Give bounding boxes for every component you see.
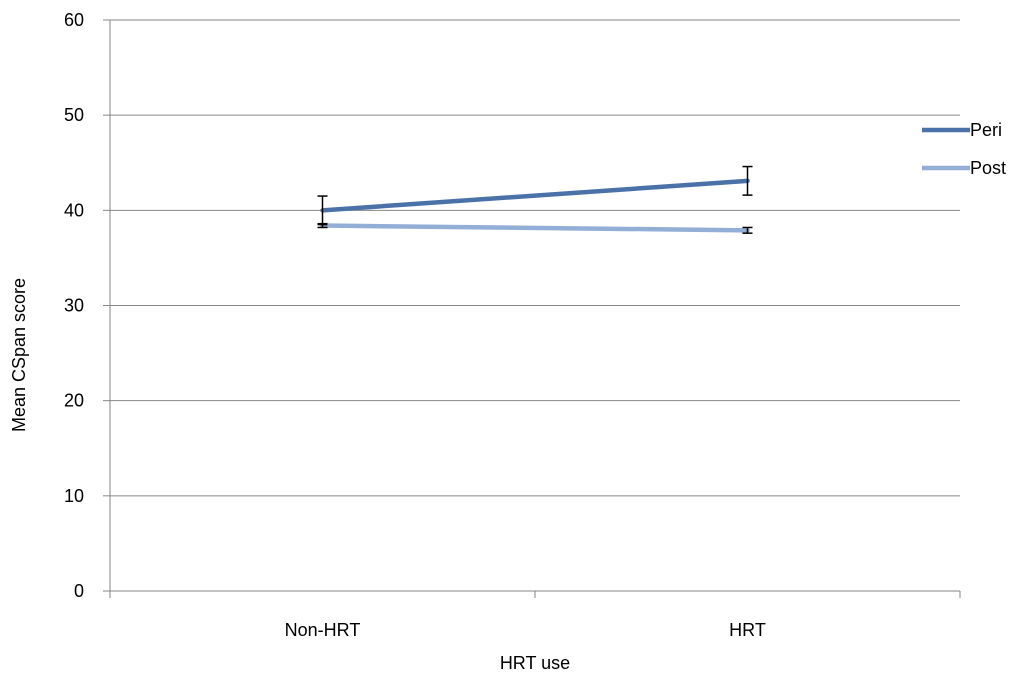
y-tick-label: 30 <box>64 296 84 316</box>
error-bars <box>317 165 753 234</box>
series-lines <box>320 178 750 233</box>
legend-label-peri: Peri <box>970 120 1002 140</box>
legend-label-post: Post <box>970 158 1006 178</box>
y-tick-labels: 0 10 20 30 40 50 60 <box>64 10 84 601</box>
x-tick-label: Non-HRT <box>285 620 361 640</box>
y-tick-label: 10 <box>64 486 84 506</box>
series-line-peri <box>320 178 750 213</box>
y-tick-label: 60 <box>64 10 84 30</box>
y-tick-label: 20 <box>64 391 84 411</box>
legend: Peri Post <box>922 120 1006 178</box>
y-axis-title: Mean CSpan score <box>9 278 29 432</box>
y-tick-label: 50 <box>64 105 84 125</box>
gridlines <box>110 19 960 497</box>
x-axis-title: HRT use <box>500 653 570 673</box>
axes <box>103 19 961 598</box>
series-line-post <box>320 223 750 233</box>
x-tick-label: HRT <box>729 620 766 640</box>
y-tick-label: 0 <box>74 581 84 601</box>
x-tick-labels: Non-HRT HRT <box>285 620 766 640</box>
y-tick-label: 40 <box>64 200 84 220</box>
